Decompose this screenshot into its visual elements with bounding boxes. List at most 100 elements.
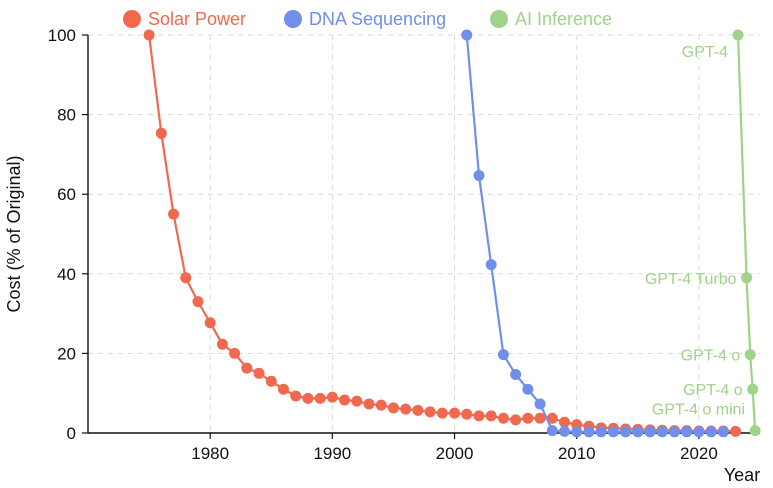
data-point-dna-sequencing (546, 425, 558, 437)
x-tick-label: 2000 (436, 444, 474, 463)
data-point-ai-inference (744, 349, 756, 361)
data-point-solar-power (522, 412, 534, 424)
y-axis-title: Cost (% of Original) (4, 155, 24, 312)
y-tick-label: 60 (57, 185, 76, 204)
point-label: GPT-4 (682, 44, 728, 61)
data-point-solar-power (546, 412, 558, 424)
x-tick-label: 1980 (191, 444, 229, 463)
series-line-ai-inference (736, 34, 757, 431)
data-point-solar-power (204, 317, 216, 329)
data-point-solar-power (730, 425, 742, 437)
annotations: GPT-4 GPT-4 Turbo GPT-4 o GPT-4 o GPT-4 o mi… (645, 44, 745, 419)
point-label: GPT-4 Turbo (645, 271, 737, 288)
data-point-solar-power (424, 406, 436, 418)
y-tick-label: 40 (57, 265, 76, 284)
data-point-dna-sequencing (461, 29, 473, 41)
data-point-dna-sequencing (656, 426, 668, 438)
data-point-dna-sequencing (497, 349, 509, 361)
y-tick-label: 20 (57, 344, 76, 363)
grid (88, 34, 760, 433)
legend-marker (123, 10, 141, 28)
legend-item-solar-power: Solar Power (123, 9, 246, 29)
data-point-dna-sequencing (473, 169, 485, 181)
data-point-dna-sequencing (583, 426, 595, 438)
data-point-ai-inference (749, 425, 761, 437)
data-point-solar-power (400, 403, 412, 415)
data-point-dna-sequencing (717, 426, 729, 438)
data-point-ai-inference (741, 272, 753, 284)
data-point-solar-power (363, 398, 375, 410)
data-point-ai-inference (732, 29, 744, 41)
data-point-solar-power (155, 127, 167, 139)
data-point-solar-power (559, 416, 571, 428)
data-point-solar-power (192, 296, 204, 308)
data-point-solar-power (168, 208, 180, 220)
series-line-dna-sequencing (465, 34, 724, 433)
series-ai-inference (732, 29, 761, 437)
legend-label: DNA Sequencing (309, 9, 446, 29)
data-point-solar-power (302, 392, 314, 404)
data-point-dna-sequencing (534, 398, 546, 410)
data-point-solar-power (241, 362, 253, 374)
point-label: GPT-4 o mini (652, 402, 745, 419)
data-point-solar-power (510, 414, 522, 426)
y-tick-label: 80 (57, 106, 76, 125)
data-point-solar-power (449, 407, 461, 419)
data-point-dna-sequencing (705, 426, 717, 438)
data-point-solar-power (314, 392, 326, 404)
legend: Solar Power DNA Sequencing AI Inference (123, 9, 612, 29)
data-point-solar-power (339, 394, 351, 406)
y-tick-label: 100 (48, 26, 76, 45)
data-point-solar-power (534, 412, 546, 424)
series-line-solar-power (147, 34, 736, 433)
legend-marker (284, 10, 302, 28)
data-point-solar-power (387, 402, 399, 414)
data-point-dna-sequencing (681, 426, 693, 438)
data-point-dna-sequencing (620, 426, 632, 438)
data-point-dna-sequencing (668, 426, 680, 438)
y-tick-label: 0 (67, 424, 76, 443)
data-point-solar-power (253, 367, 265, 379)
series-solar-power (143, 29, 742, 437)
data-point-solar-power (143, 29, 155, 41)
data-point-solar-power (216, 338, 228, 350)
data-point-solar-power (436, 407, 448, 419)
data-point-ai-inference (747, 383, 759, 395)
data-point-dna-sequencing (559, 425, 571, 437)
x-tick-label: 1990 (313, 444, 351, 463)
x-tick-label: 2010 (558, 444, 596, 463)
data-point-solar-power (180, 272, 192, 284)
legend-label: AI Inference (515, 9, 612, 29)
series-layer (143, 29, 761, 438)
data-point-solar-power (473, 410, 485, 422)
data-point-dna-sequencing (644, 426, 656, 438)
point-label: GPT-4 o (683, 382, 743, 399)
data-point-dna-sequencing (485, 259, 497, 271)
legend-item-ai-inference: AI Inference (490, 9, 612, 29)
axes: 0 20 40 60 80 100 1980 1990 2000 2010 2020 (48, 26, 760, 463)
x-axis-title: Year (724, 465, 760, 485)
point-label: GPT-4 o (681, 348, 741, 365)
data-point-solar-power (229, 347, 241, 359)
data-point-dna-sequencing (510, 368, 522, 380)
legend-label: Solar Power (148, 9, 246, 29)
data-point-solar-power (326, 391, 338, 403)
data-point-solar-power (351, 395, 363, 407)
data-point-dna-sequencing (522, 383, 534, 395)
data-point-solar-power (375, 399, 387, 411)
data-point-solar-power (412, 404, 424, 416)
data-point-solar-power (485, 410, 497, 422)
data-point-dna-sequencing (693, 426, 705, 438)
data-point-solar-power (277, 383, 289, 395)
x-tick-label: 2020 (680, 444, 718, 463)
data-point-dna-sequencing (571, 426, 583, 438)
data-point-dna-sequencing (632, 426, 644, 438)
series-dna-sequencing (461, 29, 729, 438)
data-point-dna-sequencing (607, 426, 619, 438)
legend-marker (490, 10, 508, 28)
data-point-dna-sequencing (595, 426, 607, 438)
legend-item-dna-sequencing: DNA Sequencing (284, 9, 446, 29)
data-point-solar-power (461, 408, 473, 420)
data-point-solar-power (265, 375, 277, 387)
